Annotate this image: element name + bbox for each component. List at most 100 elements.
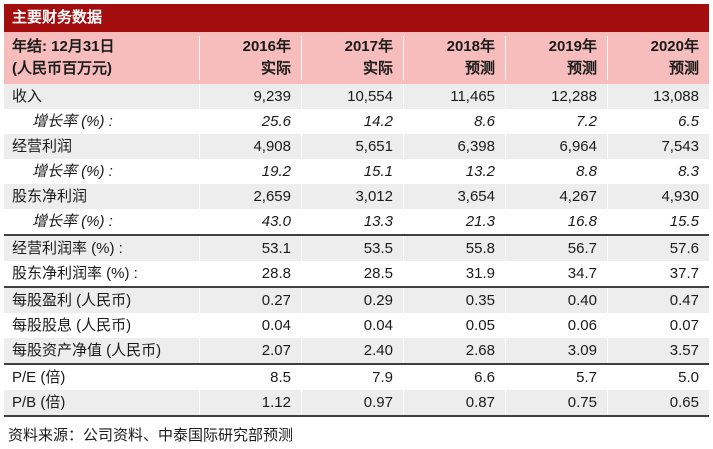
row-value: 0.27 — [199, 288, 301, 313]
row-value: 5,651 — [301, 134, 403, 159]
row-label: 增长率 (%) : — [32, 163, 113, 180]
table-title-bar: 主要财务数据 — [4, 4, 709, 32]
table-row-pe: P/E (倍) 8.5 7.9 6.6 5.7 5.0 — [4, 363, 709, 390]
source-note: 资料来源：公司资料、中泰国际研究部预测 — [8, 427, 294, 444]
row-value: 0.35 — [403, 288, 505, 313]
header-label-line2: (人民币百万元) — [12, 60, 112, 77]
row-label: 每股资产净值 (人民币) — [12, 342, 162, 359]
row-value: 3,012 — [301, 184, 403, 209]
row-value: 8.3 — [607, 159, 709, 184]
row-value: 19.2 — [199, 159, 301, 184]
header-col-2018: 2018年 预测 — [403, 36, 505, 80]
row-label: 股东净利润 — [12, 188, 88, 205]
row-value: 5.7 — [505, 365, 607, 390]
header-year: 2017年 — [344, 38, 393, 55]
row-value: 0.75 — [505, 390, 607, 415]
table-row-operating-margin: 经营利润率 (%) : 53.1 53.5 55.8 56.7 57.6 — [4, 234, 709, 261]
row-value: 28.5 — [301, 261, 403, 286]
row-value: 6,398 — [403, 134, 505, 159]
header-year: 2020年 — [650, 38, 699, 55]
row-label: 经营利润率 (%) : — [12, 240, 123, 257]
row-label: 经营利润 — [12, 138, 73, 155]
header-year: 2019年 — [548, 38, 597, 55]
row-value: 2.07 — [199, 338, 301, 363]
row-value: 1.12 — [199, 390, 301, 415]
table-row-bvps: 每股资产净值 (人民币) 2.07 2.40 2.68 3.09 3.57 — [4, 338, 709, 363]
row-value: 2,659 — [199, 184, 301, 209]
row-value: 3,654 — [403, 184, 505, 209]
table-row-net-profit-growth: 增长率 (%) : 43.0 13.3 21.3 16.8 15.5 — [4, 209, 709, 234]
row-value: 3.09 — [505, 338, 607, 363]
row-value: 8.8 — [505, 159, 607, 184]
row-label: 增长率 (%) : — [32, 113, 113, 130]
header-col-2020: 2020年 预测 — [607, 36, 709, 80]
row-value: 13.2 — [403, 159, 505, 184]
row-value: 28.8 — [199, 261, 301, 286]
row-value: 13,088 — [607, 84, 709, 109]
row-label: 每股盈利 (人民币) — [12, 292, 132, 309]
row-value: 7.9 — [301, 365, 403, 390]
table-row-revenue-growth: 增长率 (%) : 25.6 14.2 8.6 7.2 6.5 — [4, 109, 709, 134]
row-value: 11,465 — [403, 84, 505, 109]
header-status: 预测 — [668, 60, 699, 77]
row-value: 0.04 — [199, 313, 301, 338]
row-value: 0.87 — [403, 390, 505, 415]
header-status: 实际 — [362, 60, 393, 77]
row-label: 股东净利润率 (%) : — [12, 265, 138, 282]
row-value: 0.97 — [301, 390, 403, 415]
row-value: 12,288 — [505, 84, 607, 109]
row-value: 0.05 — [403, 313, 505, 338]
row-value: 0.65 — [607, 390, 709, 415]
row-value: 2.68 — [403, 338, 505, 363]
row-value: 13.3 — [301, 209, 403, 234]
header-label-cell: 年结: 12月31日 (人民币百万元) — [4, 36, 199, 80]
row-value: 6.6 — [403, 365, 505, 390]
row-value: 15.5 — [607, 209, 709, 234]
financial-table: 主要财务数据 年结: 12月31日 (人民币百万元) 2016年 实际 2017… — [4, 4, 709, 445]
table-row-eps: 每股盈利 (人民币) 0.27 0.29 0.35 0.40 0.47 — [4, 286, 709, 313]
row-value: 15.1 — [301, 159, 403, 184]
row-value: 25.6 — [199, 109, 301, 134]
header-col-2017: 2017年 实际 — [301, 36, 403, 80]
header-year: 2018年 — [446, 38, 495, 55]
header-status: 预测 — [566, 60, 597, 77]
table-row-net-profit: 股东净利润 2,659 3,012 3,654 4,267 4,930 — [4, 184, 709, 209]
table-row-revenue: 收入 9,239 10,554 11,465 12,288 13,088 — [4, 84, 709, 109]
row-value: 3.57 — [607, 338, 709, 363]
row-value: 0.29 — [301, 288, 403, 313]
table-row-net-margin: 股东净利润率 (%) : 28.8 28.5 31.9 34.7 37.7 — [4, 261, 709, 286]
row-value: 7.2 — [505, 109, 607, 134]
row-value: 7,543 — [607, 134, 709, 159]
table-row-dps: 每股股息 (人民币) 0.04 0.04 0.05 0.06 0.07 — [4, 313, 709, 338]
row-value: 16.8 — [505, 209, 607, 234]
row-value: 8.6 — [403, 109, 505, 134]
header-col-2016: 2016年 实际 — [199, 36, 301, 80]
row-value: 53.1 — [199, 236, 301, 261]
row-value: 0.47 — [607, 288, 709, 313]
table-header-row: 年结: 12月31日 (人民币百万元) 2016年 实际 2017年 实际 20… — [4, 32, 709, 84]
header-year: 2016年 — [242, 38, 291, 55]
row-value: 55.8 — [403, 236, 505, 261]
row-value: 31.9 — [403, 261, 505, 286]
row-value: 5.0 — [607, 365, 709, 390]
row-value: 34.7 — [505, 261, 607, 286]
row-value: 0.04 — [301, 313, 403, 338]
row-value: 4,267 — [505, 184, 607, 209]
row-value: 6.5 — [607, 109, 709, 134]
row-label: 每股股息 (人民币) — [12, 317, 132, 334]
row-value: 21.3 — [403, 209, 505, 234]
row-value: 14.2 — [301, 109, 403, 134]
row-value: 4,908 — [199, 134, 301, 159]
row-label: P/B (倍) — [12, 394, 66, 411]
row-label: 收入 — [12, 88, 43, 105]
table-row-operating-profit: 经营利润 4,908 5,651 6,398 6,964 7,543 — [4, 134, 709, 159]
row-value: 0.07 — [607, 313, 709, 338]
row-value: 57.6 — [607, 236, 709, 261]
row-value: 9,239 — [199, 84, 301, 109]
row-value: 0.40 — [505, 288, 607, 313]
row-value: 4,930 — [607, 184, 709, 209]
row-value: 53.5 — [301, 236, 403, 261]
row-value: 6,964 — [505, 134, 607, 159]
row-value: 0.06 — [505, 313, 607, 338]
